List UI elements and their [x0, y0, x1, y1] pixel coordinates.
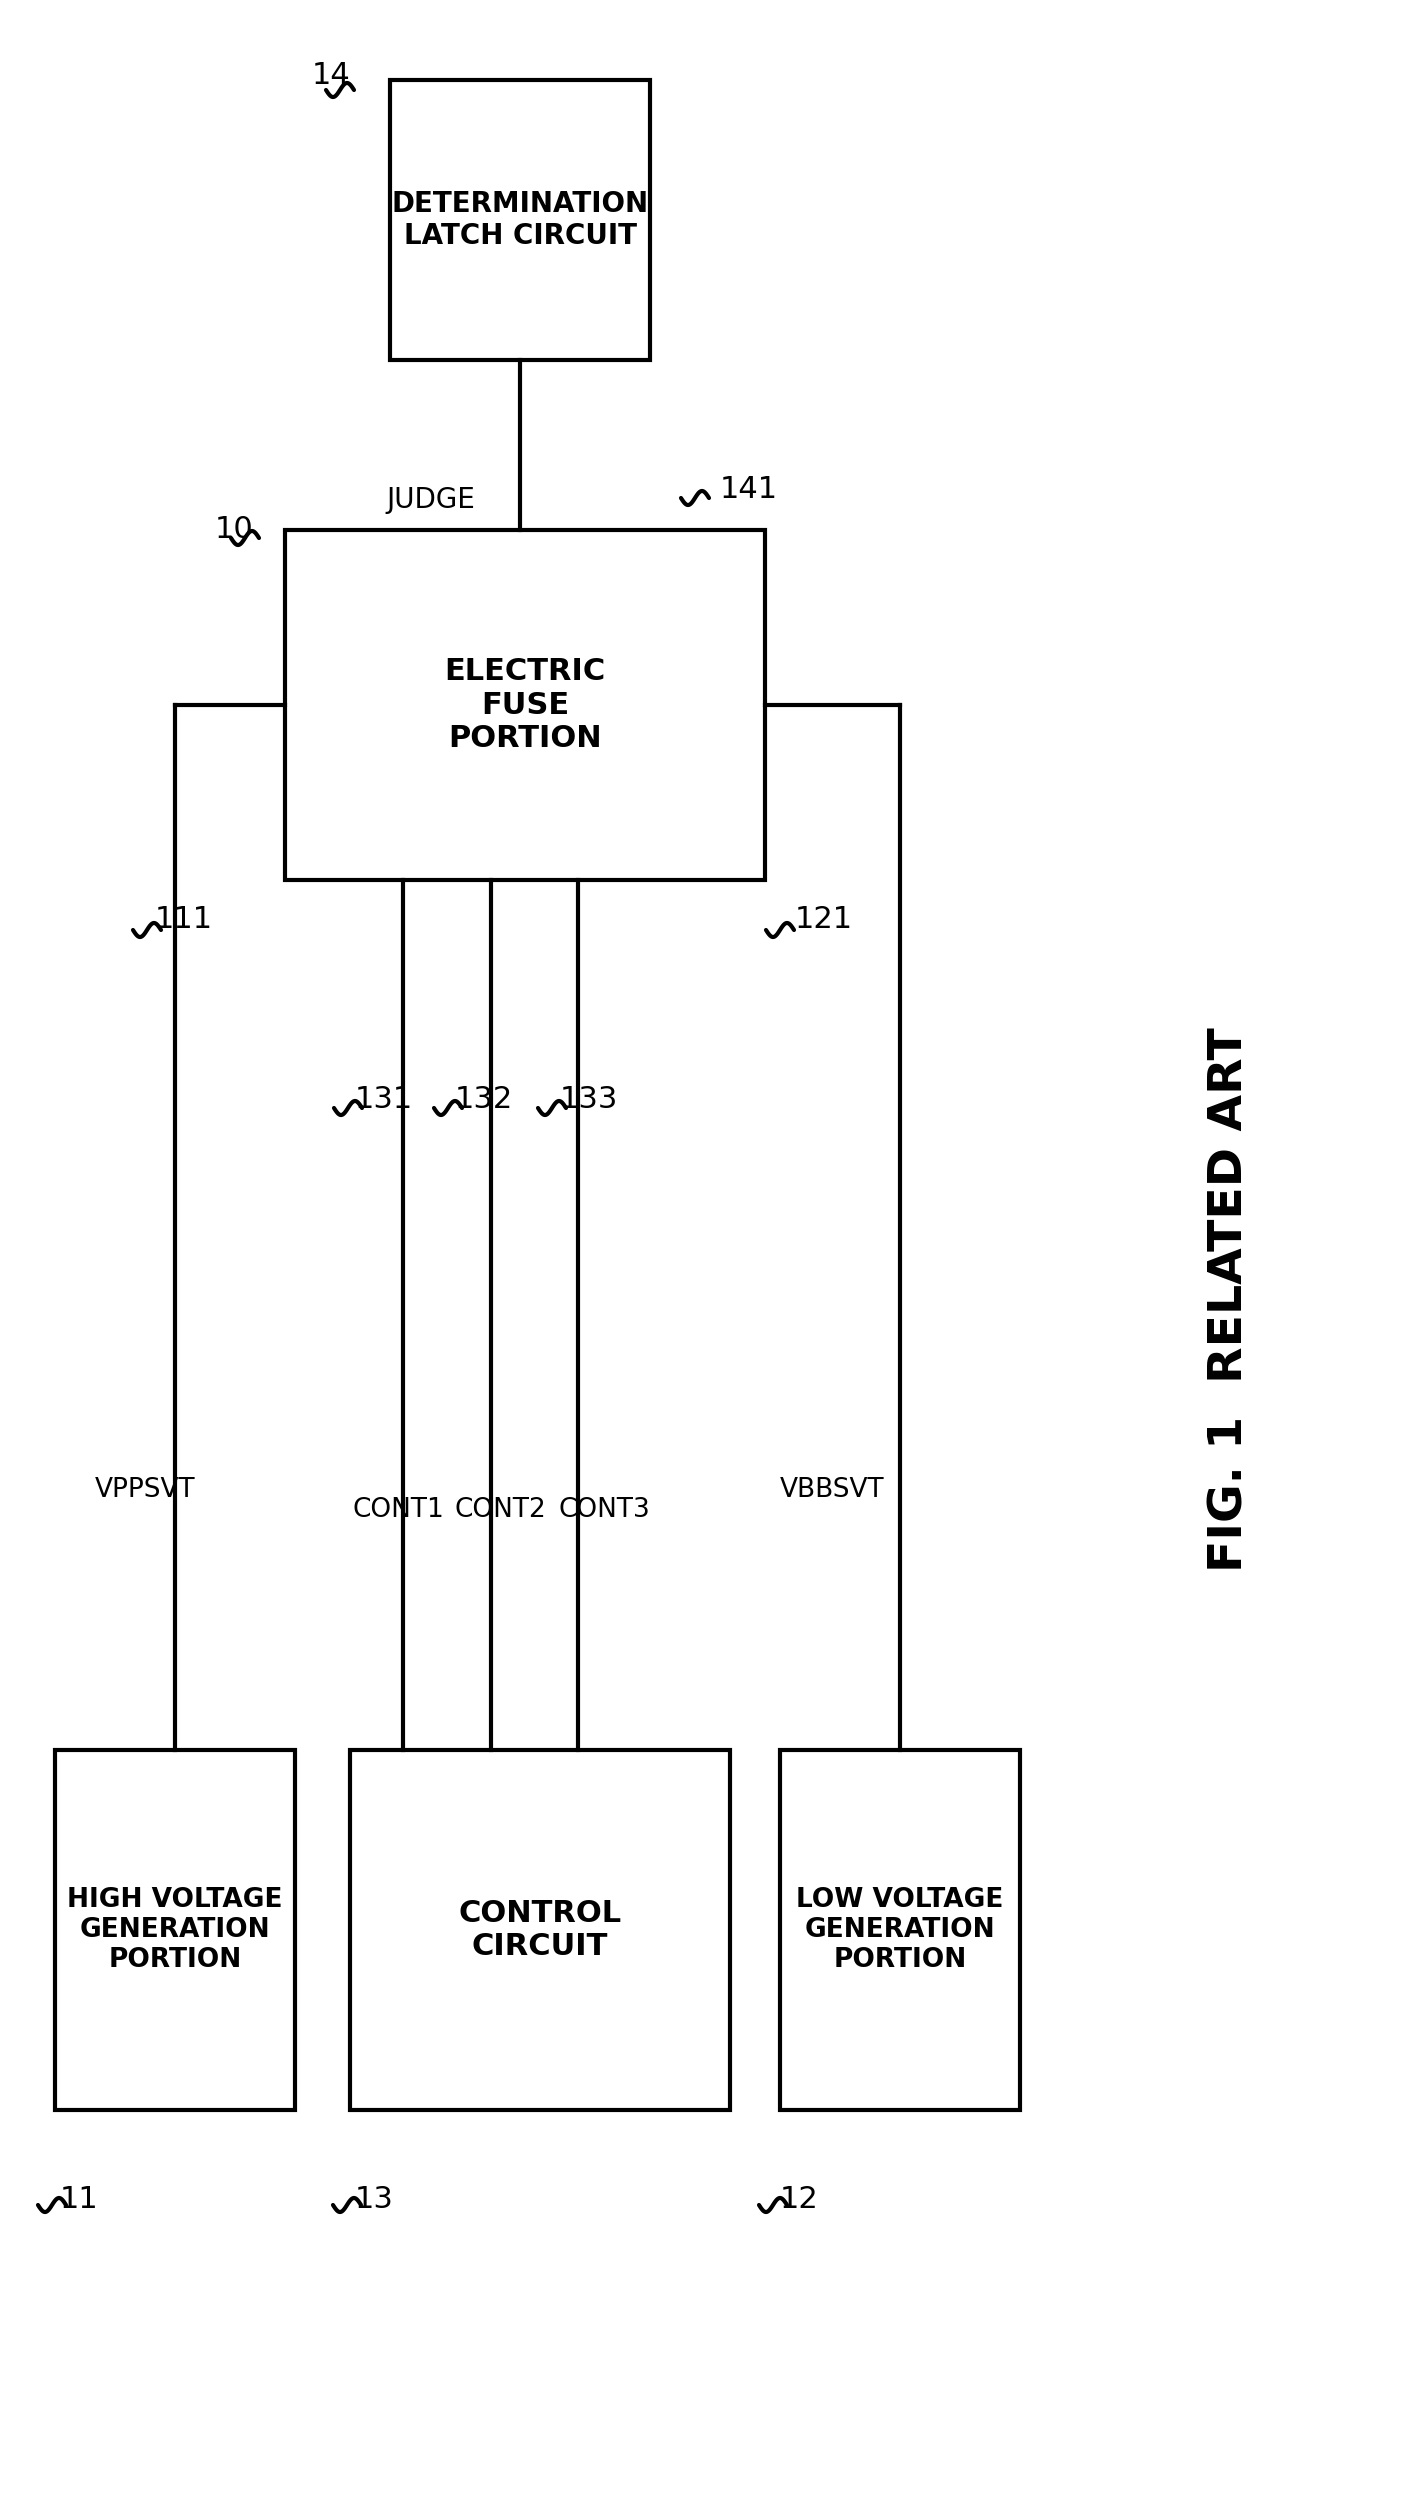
Text: 14: 14 [311, 60, 350, 90]
Text: CONT1: CONT1 [353, 1497, 444, 1522]
Text: LOW VOLTAGE
GENERATION
PORTION: LOW VOLTAGE GENERATION PORTION [796, 1887, 1003, 1974]
Bar [389, 80, 650, 360]
Text: 10: 10 [214, 515, 254, 545]
Text: CONTROL
CIRCUIT: CONTROL CIRCUIT [458, 1899, 622, 1962]
Bar [780, 1749, 1020, 2109]
Text: 141: 141 [720, 475, 778, 505]
Text: 132: 132 [455, 1085, 513, 1115]
Text: 13: 13 [354, 2187, 394, 2214]
Text: ELECTRIC
FUSE
PORTION: ELECTRIC FUSE PORTION [444, 657, 605, 752]
Bar [55, 1749, 296, 2109]
Text: 131: 131 [354, 1085, 413, 1115]
Bar [350, 1749, 730, 2109]
Text: VBBSVT: VBBSVT [780, 1477, 884, 1502]
Text: CONT3: CONT3 [558, 1497, 650, 1522]
Text: DETERMINATION
LATCH CIRCUIT: DETERMINATION LATCH CIRCUIT [391, 190, 649, 250]
Text: 12: 12 [780, 2187, 818, 2214]
Text: VPPSVT: VPPSVT [95, 1477, 196, 1502]
Text: 11: 11 [60, 2187, 98, 2214]
Text: CONT2: CONT2 [455, 1497, 546, 1522]
Text: HIGH VOLTAGE
GENERATION
PORTION: HIGH VOLTAGE GENERATION PORTION [67, 1887, 283, 1974]
Text: FIG. 1  RELATED ART: FIG. 1 RELATED ART [1208, 1027, 1252, 1572]
Bar [284, 530, 765, 880]
Text: 121: 121 [794, 905, 853, 935]
Text: JUDGE: JUDGE [387, 485, 475, 515]
Text: 133: 133 [560, 1085, 618, 1115]
Text: 111: 111 [156, 905, 213, 935]
